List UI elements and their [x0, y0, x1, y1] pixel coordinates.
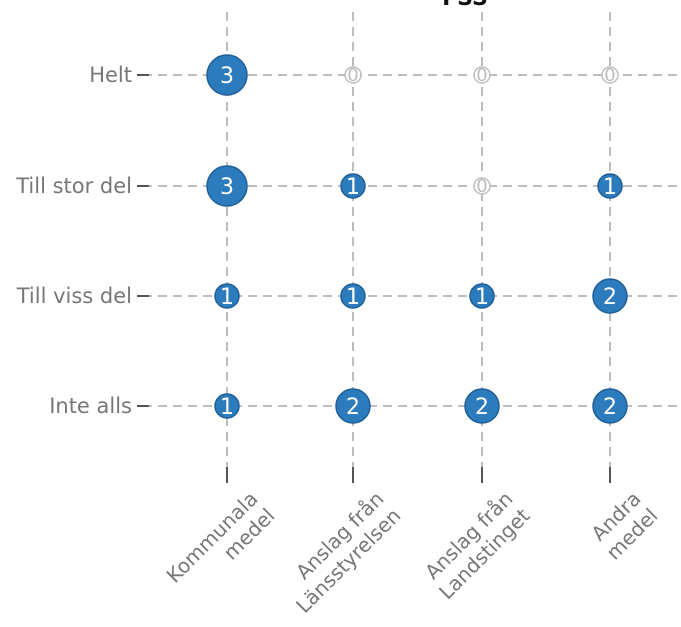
y-tick-label: Helt	[89, 63, 132, 87]
bubble	[214, 283, 240, 309]
y-tick-label: Till viss del	[16, 284, 132, 308]
bubble	[592, 388, 628, 424]
bubble	[214, 393, 240, 419]
bubble	[597, 173, 623, 199]
bubble	[335, 388, 371, 424]
bubble-value-label: 0	[476, 65, 487, 86]
bubble-value-label: 2	[346, 395, 360, 420]
bubble	[592, 278, 628, 314]
bubble-value-label: 1	[346, 285, 360, 310]
chart-title: FSS	[442, 0, 488, 11]
bubble	[206, 54, 248, 96]
bubble	[473, 177, 491, 195]
bubble-value-label: 0	[347, 65, 358, 86]
bubble-value-label: 1	[220, 395, 234, 420]
bubble-value-label: 1	[475, 285, 489, 310]
bubble	[601, 66, 619, 84]
bubble-value-label: 1	[603, 175, 617, 200]
bubble-value-label: 0	[476, 176, 487, 197]
bubble	[473, 66, 491, 84]
y-tick-label: Till stor del	[15, 174, 132, 198]
y-tick-label: Inte alls	[49, 394, 132, 418]
bubble-value-label: 3	[220, 64, 234, 89]
y-axis-labels: Helt Till stor del Till viss del Inte alls	[15, 63, 132, 418]
bubble-value-label: 1	[346, 175, 360, 200]
bubble	[344, 66, 362, 84]
bubble	[340, 173, 366, 199]
bubble-value-label: 0	[604, 65, 615, 86]
bubble-value-label: 2	[475, 395, 489, 420]
bubble	[469, 283, 495, 309]
bubble	[340, 283, 366, 309]
bubble	[464, 388, 500, 424]
bubble-value-label: 3	[220, 175, 234, 200]
bubble	[206, 165, 248, 207]
bubble-value-label: 2	[603, 285, 617, 310]
bubbles: 3 0 0 0 3 1 0 1 1 1 1 2 1 2 2 2	[206, 54, 628, 424]
bubble-value-label: 1	[220, 285, 234, 310]
bubble-value-label: 2	[603, 395, 617, 420]
